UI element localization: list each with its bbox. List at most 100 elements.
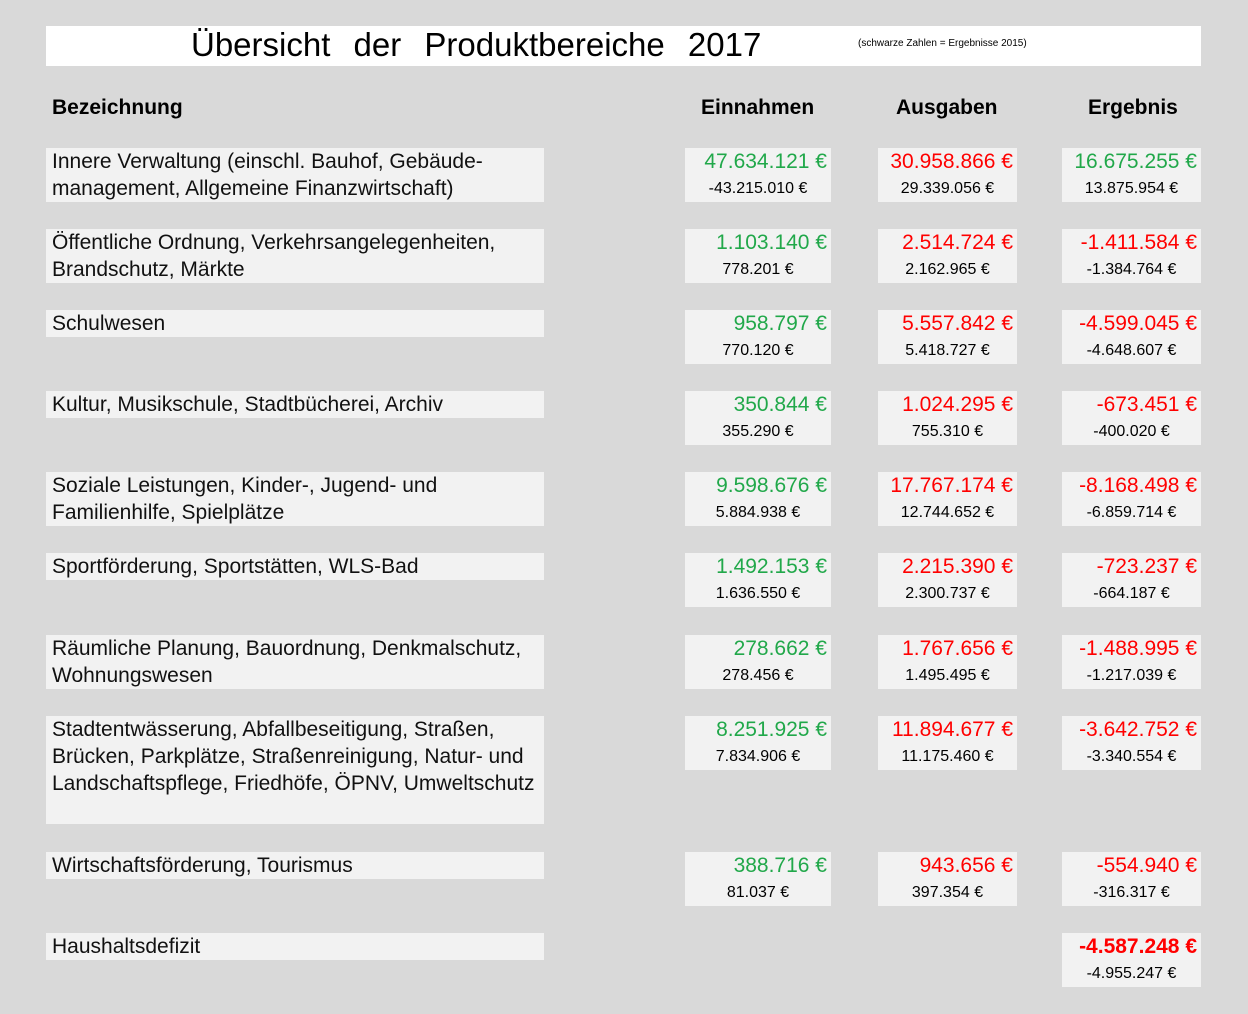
expenses-2017: 11.894.677 € xyxy=(892,716,1013,743)
expenses-cell: 5.557.842 € 5.418.727 € xyxy=(878,310,1017,364)
deficit-result-cell: -4.587.248 € -4.955.247 € xyxy=(1062,933,1201,987)
legend-note: (schwarze Zahlen = Ergebnisse 2015) xyxy=(858,38,1027,49)
expenses-cell: 11.894.677 € 11.175.460 € xyxy=(878,716,1017,770)
expenses-2015: 2.300.737 € xyxy=(878,581,1017,607)
expenses-2015: 1.495.495 € xyxy=(878,663,1017,689)
result-2015: -1.384.764 € xyxy=(1062,257,1201,283)
expenses-cell: 17.767.174 € 12.744.652 € xyxy=(878,472,1017,526)
page-title: Übersicht der Produktbereiche 2017 xyxy=(191,25,761,65)
expenses-2017: 1.024.295 € xyxy=(902,391,1013,418)
row-label: Schulwesen xyxy=(46,310,544,337)
deficit-result-2015: -4.955.247 € xyxy=(1062,961,1201,987)
income-cell: 1.103.140 € 778.201 € xyxy=(685,229,831,283)
row-label: Sportförderung, Sportstätten, WLS-Bad xyxy=(46,553,544,580)
income-2017: 278.662 € xyxy=(734,635,827,662)
expenses-2015: 2.162.965 € xyxy=(878,257,1017,283)
income-cell: 8.251.925 € 7.834.906 € xyxy=(685,716,831,770)
row-label: Stadtentwässerung, Abfallbeseitigung, St… xyxy=(46,716,544,824)
row-label: Wirtschaftsförderung, Tourismus xyxy=(46,852,544,879)
income-2017: 8.251.925 € xyxy=(716,716,827,743)
result-2015: -400.020 € xyxy=(1062,419,1201,445)
expenses-2017: 2.514.724 € xyxy=(902,229,1013,256)
expenses-2017: 943.656 € xyxy=(920,852,1013,879)
header-einnahmen: Einnahmen xyxy=(701,96,814,120)
result-cell: -3.642.752 € -3.340.554 € xyxy=(1062,716,1201,770)
expenses-cell: 2.215.390 € 2.300.737 € xyxy=(878,553,1017,607)
expenses-2015: 755.310 € xyxy=(878,419,1017,445)
result-2017: -723.237 € xyxy=(1097,553,1197,580)
income-2017: 388.716 € xyxy=(734,852,827,879)
income-2015: 278.456 € xyxy=(685,663,831,689)
result-2015: 13.875.954 € xyxy=(1062,176,1201,202)
income-2017: 1.492.153 € xyxy=(716,553,827,580)
income-2017: 47.634.121 € xyxy=(704,148,827,175)
result-cell: -723.237 € -664.187 € xyxy=(1062,553,1201,607)
row-label: Öffentliche Ordnung, Verkehrsangelegenhe… xyxy=(46,229,544,283)
expenses-2015: 11.175.460 € xyxy=(878,744,1017,770)
result-cell: -554.940 € -316.317 € xyxy=(1062,852,1201,906)
result-2015: -316.317 € xyxy=(1062,880,1201,906)
income-cell: 350.844 € 355.290 € xyxy=(685,391,831,445)
result-2017: -8.168.498 € xyxy=(1079,472,1197,499)
result-2017: -4.599.045 € xyxy=(1079,310,1197,337)
expenses-2017: 30.958.866 € xyxy=(890,148,1013,175)
result-2015: -3.340.554 € xyxy=(1062,744,1201,770)
expenses-cell: 2.514.724 € 2.162.965 € xyxy=(878,229,1017,283)
expenses-2017: 2.215.390 € xyxy=(902,553,1013,580)
expenses-cell: 1.767.656 € 1.495.495 € xyxy=(878,635,1017,689)
result-cell: -673.451 € -400.020 € xyxy=(1062,391,1201,445)
row-label: Räumliche Planung, Bauordnung, Denkmalsc… xyxy=(46,635,544,689)
income-2017: 958.797 € xyxy=(734,310,827,337)
expenses-2015: 29.339.056 € xyxy=(878,176,1017,202)
expenses-2015: 397.354 € xyxy=(878,880,1017,906)
result-2015: -4.648.607 € xyxy=(1062,338,1201,364)
row-label: Soziale Leistungen, Kinder-, Jugend- und… xyxy=(46,472,544,526)
result-cell: -1.411.584 € -1.384.764 € xyxy=(1062,229,1201,283)
result-2017: 16.675.255 € xyxy=(1074,148,1197,175)
income-2017: 1.103.140 € xyxy=(716,229,827,256)
expenses-cell: 1.024.295 € 755.310 € xyxy=(878,391,1017,445)
result-cell: -4.599.045 € -4.648.607 € xyxy=(1062,310,1201,364)
result-2015: -664.187 € xyxy=(1062,581,1201,607)
result-2017: -3.642.752 € xyxy=(1079,716,1197,743)
income-2015: 1.636.550 € xyxy=(685,581,831,607)
result-2015: -1.217.039 € xyxy=(1062,663,1201,689)
expenses-cell: 30.958.866 € 29.339.056 € xyxy=(878,148,1017,202)
expenses-2015: 12.744.652 € xyxy=(878,500,1017,526)
income-cell: 47.634.121 € -43.215.010 € xyxy=(685,148,831,202)
row-label: Innere Verwaltung (einschl. Bauhof, Gebä… xyxy=(46,148,544,202)
result-cell: 16.675.255 € 13.875.954 € xyxy=(1062,148,1201,202)
income-2015: 5.884.938 € xyxy=(685,500,831,526)
income-cell: 388.716 € 81.037 € xyxy=(685,852,831,906)
income-cell: 958.797 € 770.120 € xyxy=(685,310,831,364)
deficit-result-2017: -4.587.248 € xyxy=(1079,933,1197,960)
income-cell: 9.598.676 € 5.884.938 € xyxy=(685,472,831,526)
expenses-2017: 1.767.656 € xyxy=(902,635,1013,662)
income-2015: 81.037 € xyxy=(685,880,831,906)
income-cell: 278.662 € 278.456 € xyxy=(685,635,831,689)
deficit-label: Haushaltsdefizit xyxy=(46,933,544,960)
row-label: Kultur, Musikschule, Stadtbücherei, Arch… xyxy=(46,391,544,418)
income-2017: 350.844 € xyxy=(734,391,827,418)
result-2015: -6.859.714 € xyxy=(1062,500,1201,526)
result-2017: -673.451 € xyxy=(1097,391,1197,418)
expenses-cell: 943.656 € 397.354 € xyxy=(878,852,1017,906)
expenses-2015: 5.418.727 € xyxy=(878,338,1017,364)
expenses-2017: 5.557.842 € xyxy=(902,310,1013,337)
result-cell: -8.168.498 € -6.859.714 € xyxy=(1062,472,1201,526)
income-cell: 1.492.153 € 1.636.550 € xyxy=(685,553,831,607)
expenses-2017: 17.767.174 € xyxy=(890,472,1013,499)
income-2015: 778.201 € xyxy=(685,257,831,283)
result-cell: -1.488.995 € -1.217.039 € xyxy=(1062,635,1201,689)
income-2015: 355.290 € xyxy=(685,419,831,445)
header-bezeichnung: Bezeichnung xyxy=(52,96,183,120)
income-2015: 770.120 € xyxy=(685,338,831,364)
header-ausgaben: Ausgaben xyxy=(896,96,998,120)
income-2017: 9.598.676 € xyxy=(716,472,827,499)
income-2015: -43.215.010 € xyxy=(685,176,831,202)
income-2015: 7.834.906 € xyxy=(685,744,831,770)
result-2017: -554.940 € xyxy=(1097,852,1197,879)
result-2017: -1.488.995 € xyxy=(1079,635,1197,662)
header-ergebnis: Ergebnis xyxy=(1088,96,1178,120)
result-2017: -1.411.584 € xyxy=(1081,229,1197,256)
